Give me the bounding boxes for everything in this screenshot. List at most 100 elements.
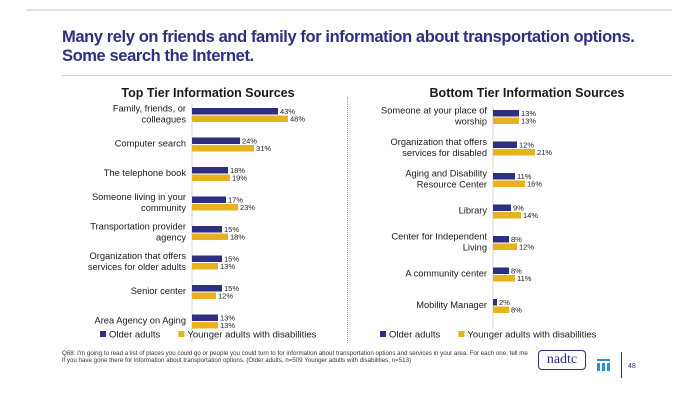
- data-label: 18%: [230, 166, 245, 175]
- category-label: agency: [156, 233, 186, 243]
- bar-older-adults: [493, 204, 511, 211]
- category-label: Someone living in your: [92, 192, 186, 202]
- bar-younger-adults: [192, 145, 254, 152]
- bar-older-adults: [493, 267, 509, 274]
- category-label: services for disabled: [402, 148, 487, 158]
- data-label: 15%: [224, 225, 239, 234]
- data-label: 14%: [523, 211, 538, 220]
- bar-younger-adults: [192, 322, 218, 329]
- category-label: Area Agency on Aging: [95, 316, 187, 326]
- category-label: Center for Independent: [391, 232, 487, 242]
- bar-younger-adults: [493, 275, 515, 282]
- category-label: services for older adults: [88, 262, 187, 272]
- legend-label: Older adults: [389, 330, 440, 341]
- slide-title: Many rely on friends and family for info…: [62, 28, 635, 65]
- legend-swatch: [458, 331, 465, 337]
- bar-older-adults: [192, 226, 222, 233]
- data-label: 2%: [499, 298, 510, 307]
- data-label: 12%: [519, 140, 534, 149]
- bar-younger-adults: [192, 115, 288, 122]
- bar-older-adults: [192, 167, 228, 174]
- category-label: Transportation provider: [90, 222, 186, 232]
- data-label: 8%: [511, 235, 522, 244]
- bar-younger-adults: [192, 292, 216, 299]
- bar-older-adults: [192, 196, 226, 203]
- data-label: 43%: [280, 107, 295, 116]
- bar-younger-adults: [493, 306, 509, 313]
- data-label: 12%: [218, 291, 233, 300]
- category-label: Living: [463, 243, 487, 253]
- legend-label: Younger adults with disabilities: [187, 330, 316, 341]
- footnote: Q68: I'm going to read a list of places …: [62, 350, 528, 365]
- data-label: 13%: [220, 313, 235, 322]
- bar-older-adults: [192, 314, 218, 321]
- chart-title: Top Tier Information Sources: [121, 86, 294, 100]
- legend-label: Younger adults with disabilities: [467, 330, 596, 341]
- data-label: 16%: [527, 179, 542, 188]
- category-label: colleagues: [142, 115, 187, 125]
- bar-younger-adults: [493, 117, 519, 124]
- chart-title: Bottom Tier Information Sources: [430, 86, 625, 100]
- data-label: 15%: [224, 254, 239, 263]
- category-label: Computer search: [115, 139, 186, 149]
- bar-younger-adults: [192, 204, 238, 211]
- bar-younger-adults: [192, 233, 228, 240]
- data-label: 21%: [537, 148, 552, 157]
- data-label: 18%: [230, 232, 245, 241]
- category-label: community: [141, 203, 186, 213]
- bar-signal-mark-icon: [597, 359, 610, 371]
- data-label: 13%: [521, 109, 536, 118]
- bar-older-adults: [192, 137, 240, 144]
- category-label: Senior center: [131, 286, 186, 296]
- category-label: Resource Center: [417, 180, 487, 190]
- legend-label: Older adults: [109, 330, 160, 341]
- title-divider: [62, 75, 672, 76]
- bar-older-adults: [192, 285, 222, 292]
- data-label: 19%: [232, 173, 247, 182]
- page-number: 48: [628, 363, 636, 370]
- data-label: 17%: [228, 195, 243, 204]
- data-label: 13%: [220, 321, 235, 330]
- data-label: 15%: [224, 284, 239, 293]
- category-label: Library: [459, 206, 488, 216]
- bar-younger-adults: [493, 212, 521, 219]
- data-label: 9%: [513, 203, 524, 212]
- category-label: Organization that offers: [391, 137, 488, 147]
- legend-swatch: [178, 331, 185, 337]
- bar-younger-adults: [493, 149, 535, 156]
- bar-younger-adults: [192, 174, 230, 181]
- bar-younger-adults: [493, 243, 517, 250]
- legend-swatch: [100, 331, 106, 337]
- data-label: 11%: [517, 172, 532, 181]
- bar-older-adults: [493, 299, 497, 306]
- bar-older-adults: [192, 108, 278, 115]
- data-label: 24%: [242, 136, 257, 145]
- nadtc-logo: nadtc: [538, 350, 586, 370]
- category-label: Someone at your place of: [381, 106, 487, 116]
- top-divider: [26, 9, 672, 11]
- data-label: 48%: [290, 114, 305, 123]
- bar-older-adults: [493, 236, 509, 243]
- bar-older-adults: [493, 173, 515, 180]
- legend-swatch: [380, 331, 386, 337]
- category-label: Family, friends, or: [113, 104, 186, 114]
- data-label: 8%: [511, 266, 522, 275]
- data-label: 12%: [519, 242, 534, 251]
- category-label: worship: [454, 117, 487, 127]
- data-label: 31%: [256, 144, 271, 153]
- category-label: Mobility Manager: [416, 300, 487, 310]
- bar-older-adults: [493, 141, 517, 148]
- data-label: 13%: [521, 116, 536, 125]
- column-divider: [347, 97, 348, 343]
- category-label: Aging and Disability: [405, 169, 487, 179]
- bar-younger-adults: [493, 180, 525, 187]
- category-label: Organization that offers: [90, 251, 187, 261]
- bar-older-adults: [192, 255, 222, 262]
- bar-older-adults: [493, 110, 519, 117]
- category-label: A community center: [405, 269, 487, 279]
- data-label: 23%: [240, 203, 255, 212]
- data-label: 8%: [511, 305, 522, 314]
- page-number-divider: [621, 352, 622, 378]
- data-label: 13%: [220, 262, 235, 271]
